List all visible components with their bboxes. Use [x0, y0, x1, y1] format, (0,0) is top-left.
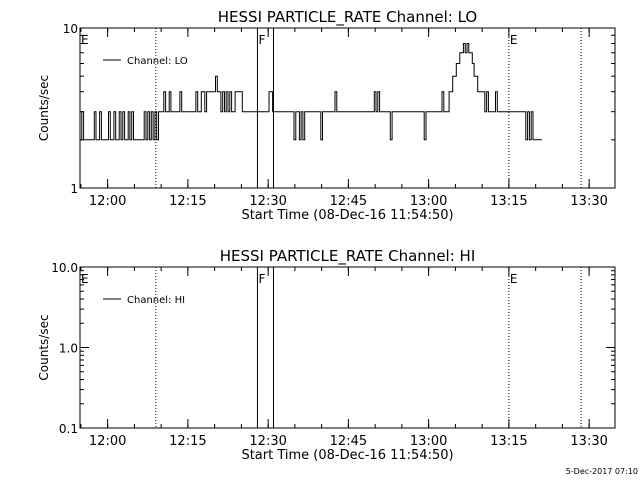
x-tick-label: 12:00 — [89, 434, 126, 449]
plot-frame — [79, 266, 616, 429]
x-axis-label: Start Time (08-Dec-16 11:54:50) — [241, 448, 453, 463]
event-marker-label: E — [81, 33, 89, 47]
x-tick-label: 12:00 — [89, 194, 126, 209]
x-axis-label: Start Time (08-Dec-16 11:54:50) — [241, 208, 453, 223]
y-axis-label: Counts/sec — [37, 314, 51, 380]
event-marker-label: E — [81, 272, 89, 286]
event-marker-label: F — [258, 33, 265, 47]
event-marker-label: F — [258, 272, 265, 286]
x-tick-label: 12:15 — [169, 434, 206, 449]
y-tick-label: 1.0 — [59, 342, 78, 356]
plot-frame — [79, 27, 616, 189]
y-tick-label: 10.0 — [51, 261, 78, 275]
y-tick-label: 10 — [63, 22, 78, 36]
legend-entry: Channel: HI — [127, 295, 185, 306]
x-tick-label: 13:30 — [570, 434, 607, 449]
legend-entry: Channel: LO — [127, 56, 188, 67]
x-tick-label: 12:30 — [249, 434, 286, 449]
chart-panel-hi: HESSI PARTICLE_RATE Channel: HI 0.1 1.0 10.… — [37, 247, 616, 463]
event-marker-label: E — [510, 33, 518, 47]
x-tick-label: 13:15 — [490, 434, 527, 449]
x-tick-label: 13:00 — [410, 434, 447, 449]
x-tick-label: 12:45 — [330, 434, 367, 449]
x-tick-label: 12:45 — [330, 194, 367, 209]
x-tick-label: 13:00 — [410, 194, 447, 209]
x-tick-label: 13:30 — [570, 194, 607, 209]
x-tick-label: 12:15 — [169, 194, 206, 209]
event-marker-label: E — [510, 272, 518, 286]
chart-title: HESSI PARTICLE_RATE Channel: HI — [220, 247, 476, 266]
footer-timestamp: 5-Dec-2017 07:10 — [566, 467, 638, 476]
x-tick-label: 12:30 — [249, 194, 286, 209]
y-axis-label: Counts/sec — [37, 75, 51, 141]
y-tick-label: 0.1 — [59, 422, 78, 436]
series-line-lo — [80, 43, 542, 141]
x-tick-label: 13:15 — [490, 194, 527, 209]
chart-panel-lo: HESSI PARTICLE_RATE Channel: LO 1 10 Counts… — [37, 8, 616, 223]
y-tick-label: 1 — [70, 182, 78, 196]
chart-title: HESSI PARTICLE_RATE Channel: LO — [218, 8, 477, 27]
